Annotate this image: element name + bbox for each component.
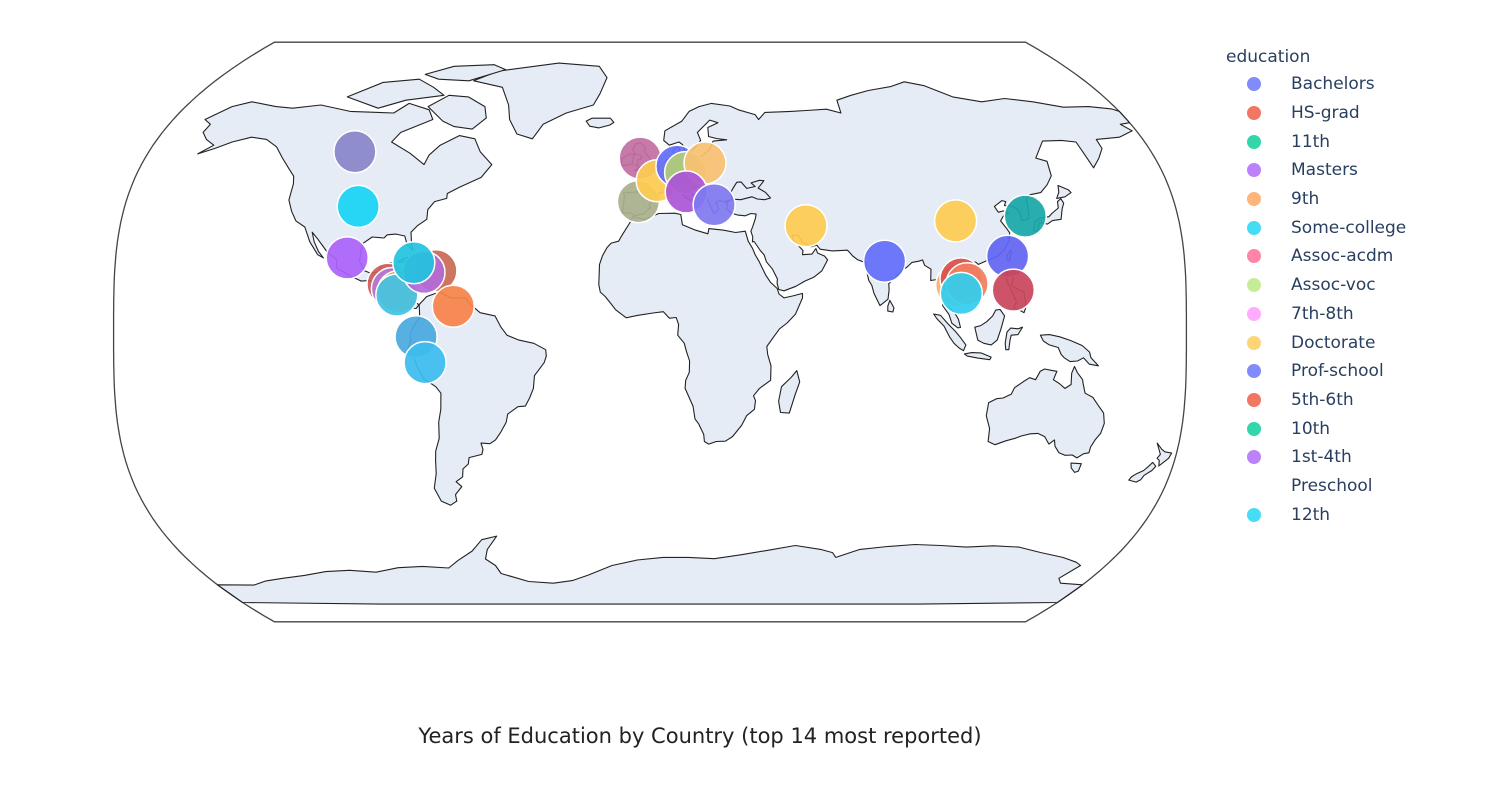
legend-swatch-icon (1247, 163, 1261, 178)
legend-label: Preschool (1291, 475, 1373, 496)
marker-22[interactable] (784, 203, 828, 248)
legend-item-hs-grad[interactable]: HS-grad (1226, 99, 1486, 128)
land-layer (197, 62, 1173, 605)
legend-swatch-icon (1247, 220, 1261, 235)
legend-swatch-icon (1247, 421, 1261, 436)
legend-swatch-icon (1247, 392, 1261, 407)
marker-3[interactable] (325, 236, 369, 280)
legend-item-masters[interactable]: Masters (1226, 156, 1486, 185)
legend-item-assoc-acdm[interactable]: Assoc-acdm (1226, 242, 1486, 271)
legend-item-10th[interactable]: 10th (1226, 414, 1486, 443)
land-sumatra (933, 313, 967, 352)
legend-swatch-icon (1247, 507, 1261, 522)
marker-30[interactable] (991, 268, 1036, 312)
legend-items: Bachelors HS-grad 11th Masters 9th Some-colle… (1226, 70, 1486, 529)
legend-label: Bachelors (1291, 74, 1375, 95)
marker-2[interactable] (336, 184, 380, 229)
legend-label: 1st-4th (1291, 447, 1352, 468)
marker-1[interactable] (333, 129, 377, 174)
legend-label: Assoc-voc (1291, 275, 1376, 296)
legend-label: 10th (1291, 418, 1331, 439)
land-new-guinea (1039, 334, 1099, 367)
legend-item-some-college[interactable]: Some-college (1226, 213, 1486, 242)
land-tasmania (1070, 462, 1082, 473)
land-sri-lanka (887, 299, 895, 313)
legend-label: Assoc-acdm (1291, 246, 1394, 267)
legend: education Bachelors HS-grad 11th Masters 9th… (1226, 44, 1486, 529)
land-ellesmere (424, 64, 507, 82)
legend-swatch-icon (1247, 249, 1261, 264)
land-new-zealand-north (1156, 442, 1173, 467)
land-antarctica (216, 535, 1084, 605)
legend-swatch-icon (1247, 306, 1261, 321)
legend-label: HS-grad (1291, 103, 1360, 124)
legend-item-bachelors[interactable]: Bachelors (1226, 70, 1486, 99)
land-africa (598, 212, 804, 445)
land-new-zealand-south (1128, 461, 1157, 483)
legend-label: Some-college (1291, 217, 1407, 238)
markers-layer[interactable] (325, 129, 1048, 385)
marker-10[interactable] (392, 241, 436, 285)
chart-title: Years of Education by Country (top 14 mo… (418, 724, 982, 748)
legend-item-11th[interactable]: 11th (1226, 127, 1486, 156)
legend-label: Prof-school (1291, 361, 1384, 382)
marker-31[interactable] (1003, 194, 1048, 238)
marker-21[interactable] (692, 183, 736, 227)
legend-item-12th[interactable]: 12th (1226, 500, 1486, 529)
land-greenland (473, 62, 608, 140)
land-java (963, 352, 992, 361)
legend-swatch-icon (1247, 450, 1261, 465)
land-sulawesi (1004, 326, 1024, 351)
legend-item-prof-school[interactable]: Prof-school (1226, 357, 1486, 386)
land-arctic-islands (346, 78, 445, 109)
marker-24[interactable] (933, 199, 978, 243)
land-australia (985, 365, 1105, 459)
legend-swatch-icon (1247, 364, 1261, 379)
marker-23[interactable] (862, 239, 907, 283)
legend-label: 5th-6th (1291, 389, 1354, 410)
legend-item-preschool[interactable]: Preschool (1226, 472, 1486, 501)
legend-item-7th-8th[interactable]: 7th-8th (1226, 300, 1486, 329)
legend-swatch-icon (1247, 77, 1261, 92)
legend-swatch-icon (1247, 479, 1261, 493)
marker-28[interactable] (939, 271, 984, 316)
legend-label: 11th (1291, 131, 1331, 152)
legend-swatch-icon (1247, 192, 1261, 207)
marker-13[interactable] (403, 340, 447, 385)
legend-swatch-icon (1247, 134, 1261, 149)
legend-label: 12th (1291, 504, 1331, 525)
legend-item-9th[interactable]: 9th (1226, 185, 1486, 214)
legend-label: 9th (1291, 189, 1320, 210)
legend-swatch-icon (1247, 335, 1261, 350)
legend-title: education (1226, 47, 1311, 67)
legend-label: Masters (1291, 160, 1358, 181)
legend-item-assoc-voc[interactable]: Assoc-voc (1226, 271, 1486, 300)
legend-label: 7th-8th (1291, 303, 1354, 324)
legend-item-1st-4th[interactable]: 1st-4th (1226, 443, 1486, 472)
legend-swatch-icon (1247, 106, 1261, 121)
land-iceland (585, 117, 615, 129)
land-madagascar (778, 370, 801, 414)
land-hokkaido (1056, 184, 1072, 199)
legend-item-5th-6th[interactable]: 5th-6th (1226, 386, 1486, 415)
land-baffin (427, 94, 487, 130)
land-borneo (974, 308, 1006, 346)
marker-11[interactable] (431, 284, 476, 328)
legend-label: Doctorate (1291, 332, 1376, 353)
legend-swatch-icon (1247, 278, 1261, 293)
land-eurasia (621, 81, 1133, 329)
legend-item-doctorate[interactable]: Doctorate (1226, 328, 1486, 357)
